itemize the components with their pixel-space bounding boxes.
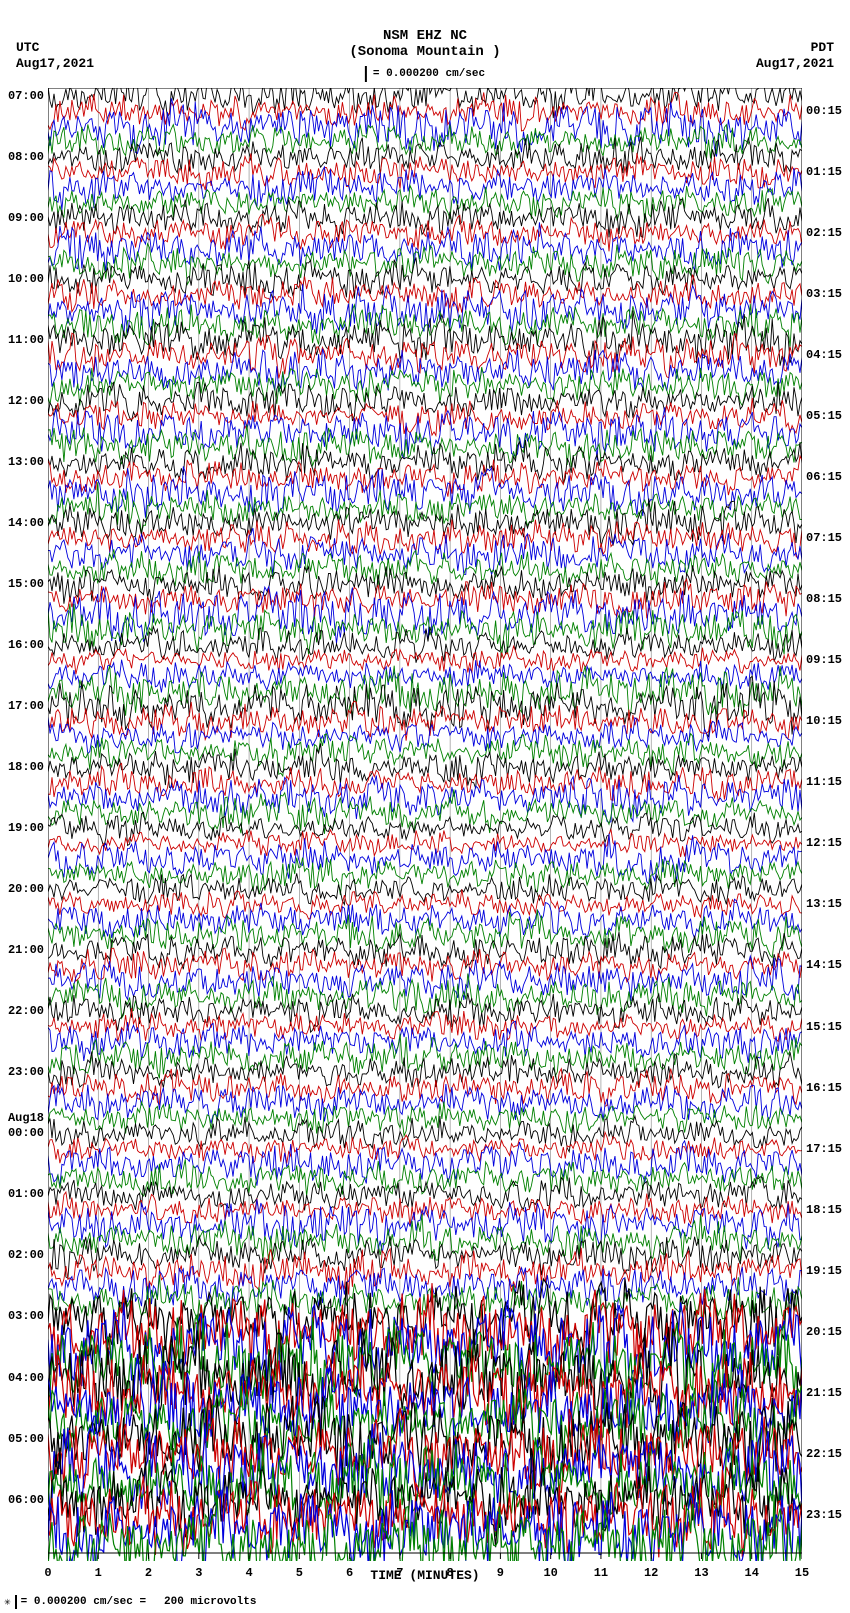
x-tick: 5 [296, 1566, 303, 1580]
tz-left: UTC [16, 40, 39, 55]
x-tick: 13 [694, 1566, 708, 1580]
utc-time-label: 02:00 [4, 1248, 44, 1262]
x-axis-title: TIME (MINUTES) [370, 1568, 479, 1583]
trace-line [48, 646, 802, 674]
utc-time-label: 06:00 [4, 1493, 44, 1507]
trace-line [48, 830, 802, 858]
utc-time-label: 15:00 [4, 577, 44, 591]
pdt-time-label: 19:15 [806, 1264, 846, 1278]
x-tick: 12 [644, 1566, 658, 1580]
utc-time-label: 00:00 [4, 1126, 44, 1140]
utc-time-label: 05:00 [4, 1432, 44, 1446]
utc-time-label: 03:00 [4, 1309, 44, 1323]
pdt-time-label: 03:15 [806, 287, 846, 301]
footer-text2: 200 microvolts [164, 1596, 256, 1608]
date-marker: Aug18 [4, 1111, 44, 1125]
footer-text1: = 0.000200 cm/sec = [21, 1596, 146, 1608]
utc-time-label: 11:00 [4, 333, 44, 347]
pdt-time-label: 21:15 [806, 1386, 846, 1400]
pdt-time-label: 12:15 [806, 836, 846, 850]
utc-time-label: 13:00 [4, 455, 44, 469]
header: NSM EHZ NC (Sonoma Mountain ) [0, 28, 850, 60]
trace-line [48, 440, 802, 484]
utc-time-label: 12:00 [4, 394, 44, 408]
pdt-time-label: 13:15 [806, 897, 846, 911]
x-tick: 3 [195, 1566, 202, 1580]
x-tick: 1 [95, 1566, 102, 1580]
x-tick: 6 [346, 1566, 353, 1580]
x-tick: 15 [795, 1566, 809, 1580]
trace-line [48, 899, 802, 938]
pdt-time-label: 04:15 [806, 348, 846, 362]
pdt-time-label: 18:15 [806, 1203, 846, 1217]
footer-scale: ✳ = 0.000200 cm/sec = 200 microvolts [4, 1595, 256, 1609]
utc-time-label: 17:00 [4, 699, 44, 713]
utc-time-label: 07:00 [4, 89, 44, 103]
trace-line [48, 890, 802, 920]
x-tick: 9 [497, 1566, 504, 1580]
utc-time-label: 19:00 [4, 821, 44, 835]
pdt-time-label: 07:15 [806, 531, 846, 545]
utc-time-label: 09:00 [4, 211, 44, 225]
pdt-time-label: 15:15 [806, 1020, 846, 1034]
utc-time-label: 18:00 [4, 760, 44, 774]
pdt-time-label: 02:15 [806, 226, 846, 240]
pdt-time-label: 20:15 [806, 1325, 846, 1339]
pdt-time-label: 23:15 [806, 1508, 846, 1522]
seismogram-container: NSM EHZ NC (Sonoma Mountain ) = 0.000200… [0, 0, 850, 1613]
scale-text: = 0.000200 cm/sec [373, 68, 485, 80]
pdt-time-label: 11:15 [806, 775, 846, 789]
trace-line [48, 499, 802, 547]
tz-right: PDT [811, 40, 834, 55]
date-right: Aug17,2021 [756, 56, 834, 71]
trace-line [48, 98, 802, 156]
traces [48, 88, 802, 1561]
pdt-time-label: 09:15 [806, 653, 846, 667]
footer-bar-icon [15, 1595, 17, 1609]
pdt-time-label: 08:15 [806, 592, 846, 606]
pdt-time-label: 06:15 [806, 470, 846, 484]
pdt-time-label: 22:15 [806, 1447, 846, 1461]
x-tick: 10 [543, 1566, 557, 1580]
station-name: (Sonoma Mountain ) [0, 44, 850, 60]
pdt-time-label: 10:15 [806, 714, 846, 728]
x-tick: 4 [245, 1566, 252, 1580]
pdt-time-label: 17:15 [806, 1142, 846, 1156]
trace-line [48, 167, 802, 210]
trace-line [48, 1069, 802, 1107]
utc-time-label: 21:00 [4, 943, 44, 957]
pdt-time-label: 00:15 [806, 104, 846, 118]
pdt-time-label: 14:15 [806, 958, 846, 972]
scale-bar-icon [365, 66, 367, 82]
utc-time-label: 04:00 [4, 1371, 44, 1385]
utc-time-label: 14:00 [4, 516, 44, 530]
footer-prefix: ✳ [4, 1595, 11, 1609]
x-tick: 14 [745, 1566, 759, 1580]
trace-line [48, 88, 802, 118]
pdt-time-label: 01:15 [806, 165, 846, 179]
utc-time-label: 23:00 [4, 1065, 44, 1079]
utc-time-label: 20:00 [4, 882, 44, 896]
x-tick: 11 [594, 1566, 608, 1580]
utc-time-label: 22:00 [4, 1004, 44, 1018]
x-tick: 0 [44, 1566, 51, 1580]
seismogram-svg [48, 88, 802, 1561]
plot-area: 07:0008:0009:0010:0011:0012:0013:0014:00… [48, 88, 802, 1553]
station-code: NSM EHZ NC [0, 28, 850, 44]
trace-line [48, 520, 802, 559]
date-left: Aug17,2021 [16, 56, 94, 71]
scale-indicator: = 0.000200 cm/sec [365, 66, 485, 82]
pdt-time-label: 05:15 [806, 409, 846, 423]
utc-time-label: 10:00 [4, 272, 44, 286]
pdt-time-label: 16:15 [806, 1081, 846, 1095]
utc-time-label: 16:00 [4, 638, 44, 652]
utc-time-label: 08:00 [4, 150, 44, 164]
utc-time-label: 01:00 [4, 1187, 44, 1201]
x-tick: 2 [145, 1566, 152, 1580]
